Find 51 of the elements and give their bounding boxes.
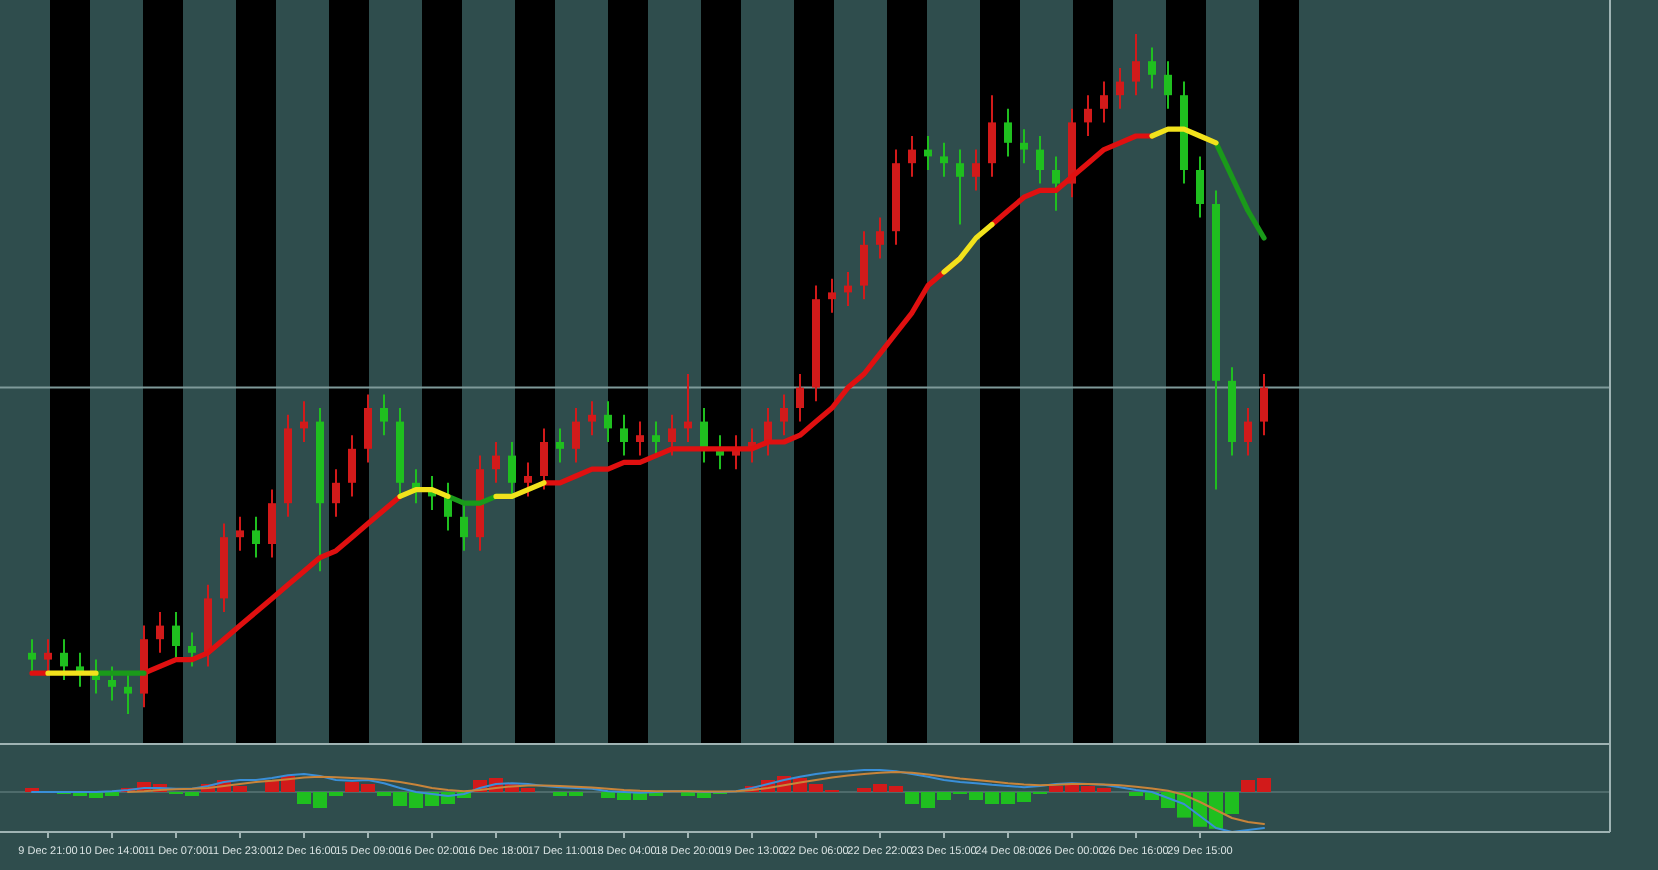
candlestick bbox=[332, 468, 340, 518]
candlestick bbox=[1020, 128, 1028, 165]
candlestick bbox=[460, 502, 468, 552]
candlestick bbox=[636, 420, 644, 457]
candlestick bbox=[620, 413, 628, 457]
candlestick bbox=[956, 148, 964, 226]
candlestick bbox=[492, 441, 500, 484]
candlestick bbox=[28, 638, 36, 675]
candlestick bbox=[1196, 155, 1204, 219]
candlestick bbox=[1132, 33, 1140, 97]
candlestick bbox=[908, 135, 916, 178]
candlestick bbox=[172, 611, 180, 661]
candlestick bbox=[524, 461, 532, 498]
candlestick bbox=[828, 277, 836, 314]
candlestick bbox=[508, 441, 516, 498]
candlestick bbox=[108, 665, 116, 702]
candlestick bbox=[668, 413, 676, 457]
candlestick bbox=[156, 611, 164, 654]
candlestick bbox=[588, 400, 596, 437]
candlestick bbox=[252, 515, 260, 559]
candlestick bbox=[1036, 135, 1044, 185]
candlestick bbox=[188, 631, 196, 668]
candlestick bbox=[268, 488, 276, 559]
candlestick bbox=[556, 427, 564, 464]
candlestick bbox=[1164, 60, 1172, 110]
candlestick bbox=[1260, 373, 1268, 437]
candlestick bbox=[972, 148, 980, 192]
candlestick bbox=[380, 393, 388, 437]
candlestick bbox=[860, 230, 868, 301]
candlestick bbox=[540, 427, 548, 491]
candlestick bbox=[988, 94, 996, 178]
candlestick bbox=[236, 515, 244, 552]
candlestick bbox=[940, 141, 948, 178]
candlestick bbox=[60, 638, 68, 681]
candlestick bbox=[652, 420, 660, 457]
candlestick bbox=[876, 216, 884, 260]
candlestick bbox=[348, 434, 356, 498]
candlestick bbox=[604, 400, 612, 443]
candlestick bbox=[1084, 94, 1092, 137]
candlestick bbox=[124, 672, 132, 715]
candlestick bbox=[572, 407, 580, 464]
candlestick bbox=[1004, 107, 1012, 158]
candlestick bbox=[1148, 46, 1156, 90]
candlestick bbox=[364, 393, 372, 464]
candlestick bbox=[1116, 67, 1124, 110]
candlestick bbox=[796, 373, 804, 423]
candlestick bbox=[44, 638, 52, 675]
candlestick bbox=[780, 393, 788, 437]
candlestick bbox=[1052, 155, 1060, 212]
candlestick bbox=[1244, 407, 1252, 457]
candlestick bbox=[1100, 80, 1108, 124]
